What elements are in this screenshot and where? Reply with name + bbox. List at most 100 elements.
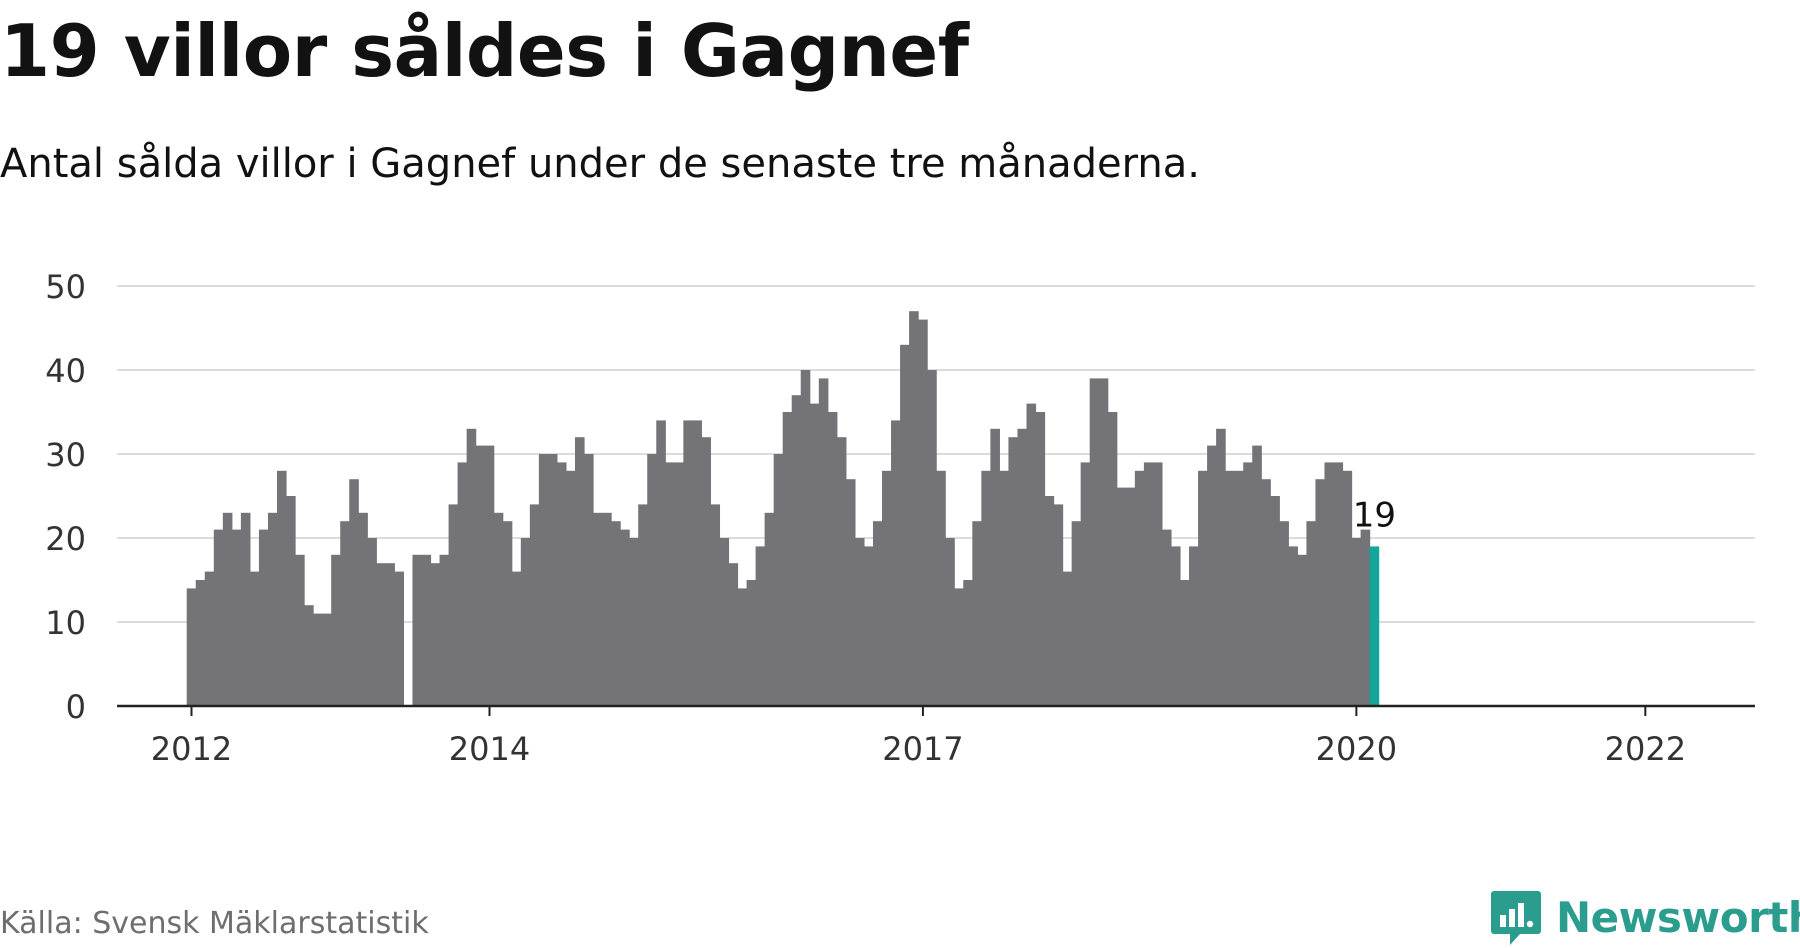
bar <box>683 420 693 706</box>
bar <box>1116 487 1127 706</box>
brand-logo[interactable]: Newsworthy <box>1490 888 1800 948</box>
bar <box>258 529 269 706</box>
bar <box>990 428 1000 706</box>
bar <box>836 437 847 706</box>
bar <box>1351 538 1362 706</box>
bar <box>1098 378 1109 706</box>
bar <box>1053 504 1064 706</box>
bar <box>267 512 278 706</box>
bar <box>927 370 937 706</box>
bar <box>611 521 621 706</box>
bar <box>692 420 702 706</box>
bar <box>593 512 603 706</box>
bar <box>954 588 964 706</box>
bar <box>1225 470 1235 706</box>
bar-chart: 0 10 20 30 40 50 2012 2014 2017 2020 2022 19 <box>45 268 1755 768</box>
bar <box>909 311 919 706</box>
bar <box>827 412 838 706</box>
bar <box>629 538 639 706</box>
bar <box>602 512 612 706</box>
bar <box>620 529 630 706</box>
bar <box>936 470 946 706</box>
bar <box>728 563 739 706</box>
bar <box>863 546 874 706</box>
bar <box>475 445 486 706</box>
x-tick-label: 2022 <box>1605 730 1686 768</box>
y-tick-label: 40 <box>45 352 86 390</box>
bar <box>1288 546 1298 706</box>
bar <box>448 504 459 706</box>
bar <box>1062 571 1073 706</box>
bar <box>1306 521 1317 706</box>
bar <box>231 529 242 706</box>
bar <box>1026 403 1037 706</box>
bar <box>1134 470 1145 706</box>
bar <box>782 412 793 706</box>
bar <box>322 613 332 706</box>
bar <box>638 504 648 706</box>
bar <box>1125 487 1136 706</box>
source-note: Källa: Svensk Mäklarstatistik <box>0 906 429 941</box>
bar <box>854 538 865 706</box>
page-title: 19 villor såldes i Gagnef <box>0 9 969 93</box>
bar <box>313 613 323 706</box>
bar <box>204 571 215 706</box>
bar <box>1071 521 1082 706</box>
bar <box>656 420 666 706</box>
bar <box>277 470 287 706</box>
bar <box>249 571 260 706</box>
bar <box>520 538 531 706</box>
bars <box>186 311 1380 706</box>
bar <box>493 512 504 706</box>
bar-highlight <box>1369 546 1380 706</box>
bar <box>195 580 206 706</box>
bar <box>421 554 432 706</box>
bar <box>213 529 224 706</box>
bar <box>376 563 386 706</box>
bar <box>800 370 811 706</box>
bar <box>439 554 450 706</box>
bar <box>710 504 721 706</box>
bar <box>304 605 314 706</box>
bar <box>674 462 684 706</box>
bar <box>1180 580 1190 706</box>
bar <box>385 563 395 706</box>
y-axis-labels: 0 10 20 30 40 50 <box>45 268 86 726</box>
bar <box>1252 445 1262 706</box>
bar <box>1170 546 1181 706</box>
bar <box>647 454 657 706</box>
bar <box>1207 445 1217 706</box>
bar <box>981 470 991 706</box>
bar <box>222 512 233 706</box>
bar <box>349 479 359 706</box>
bar <box>1333 462 1344 706</box>
bar <box>340 521 350 706</box>
bar <box>331 554 341 706</box>
bar <box>1035 412 1046 706</box>
bar <box>891 420 901 706</box>
bar <box>963 580 973 706</box>
bar <box>538 454 549 706</box>
newsworthy-chart-bubble-icon <box>1491 891 1541 945</box>
bar <box>755 546 766 706</box>
bar <box>394 571 404 706</box>
bar <box>845 479 856 706</box>
bar <box>1044 496 1055 706</box>
bar <box>900 344 910 706</box>
bar <box>1216 428 1226 706</box>
bar <box>1279 521 1289 706</box>
bar <box>412 554 423 706</box>
bar <box>1315 479 1326 706</box>
bar <box>872 521 883 706</box>
bar <box>882 470 892 706</box>
last-value-label: 19 <box>1353 495 1396 535</box>
chart-subtitle: Antal sålda villor i Gagnef under de sen… <box>0 141 1200 187</box>
bar <box>1089 378 1100 706</box>
bar <box>511 571 522 706</box>
bar <box>466 428 477 706</box>
bar <box>358 512 368 706</box>
y-tick-label: 20 <box>45 520 86 558</box>
bar <box>945 538 955 706</box>
bar <box>972 521 982 706</box>
y-tick-label: 10 <box>45 604 86 642</box>
